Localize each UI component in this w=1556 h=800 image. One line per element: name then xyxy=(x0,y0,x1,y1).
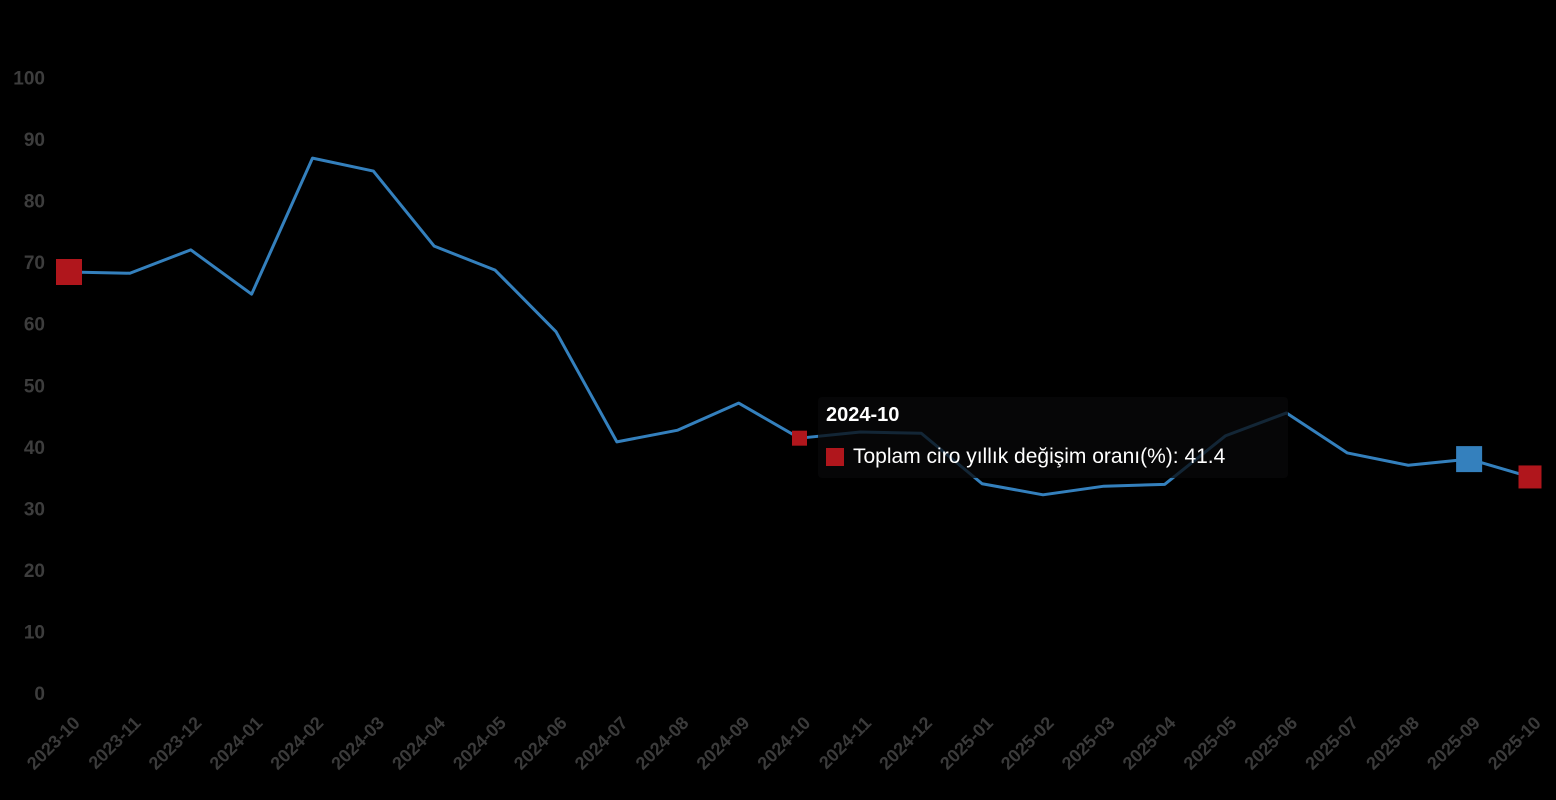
x-axis-label: 2025-04 xyxy=(1119,713,1180,774)
x-axis-label: 2024-02 xyxy=(266,713,327,774)
x-axis-label: 2025-07 xyxy=(1301,713,1362,774)
y-axis-label: 30 xyxy=(24,499,45,520)
x-axis-label: 2025-01 xyxy=(936,713,997,774)
y-axis-label: 60 xyxy=(24,315,45,336)
y-axis-label: 100 xyxy=(13,69,45,90)
tooltip-row: Toplam ciro yıllık değişim oranı(%): 41.… xyxy=(826,445,1225,469)
x-axis-label: 2024-09 xyxy=(693,713,754,774)
x-axis-label: 2025-09 xyxy=(1423,713,1484,774)
x-axis-label: 2024-04 xyxy=(388,713,449,774)
x-axis-label: 2024-10 xyxy=(753,713,814,774)
data-point-marker[interactable] xyxy=(792,430,807,446)
y-axis-label: 70 xyxy=(24,253,45,274)
x-axis-label: 2025-10 xyxy=(1484,713,1545,774)
y-axis-label: 80 xyxy=(24,192,45,213)
marker-group xyxy=(56,258,1542,489)
y-axis-label: 20 xyxy=(24,561,45,582)
series-swatch-icon xyxy=(826,448,844,466)
data-point-marker[interactable] xyxy=(1456,446,1483,473)
tooltip-title: 2024-10 xyxy=(826,404,900,426)
x-axis-label: 2025-02 xyxy=(997,713,1058,774)
x-axis-label: 2024-12 xyxy=(875,713,936,774)
x-axis-label: 2025-06 xyxy=(1240,713,1301,774)
x-axis-label: 2023-12 xyxy=(145,713,206,774)
x-axis-label: 2024-11 xyxy=(815,713,875,773)
tooltip-separator: : xyxy=(1172,445,1185,468)
data-point-marker[interactable] xyxy=(56,258,82,285)
y-axis-label: 50 xyxy=(24,376,45,397)
data-point-marker[interactable] xyxy=(1518,465,1542,489)
x-axis-label: 2023-10 xyxy=(23,713,84,774)
y-axis-label: 0 xyxy=(34,684,45,705)
x-axis-label: 2024-03 xyxy=(327,713,388,774)
x-axis-label: 2025-03 xyxy=(1058,713,1119,774)
x-axis-label: 2024-01 xyxy=(206,713,267,774)
y-axis-label: 90 xyxy=(24,130,45,151)
x-axis-label: 2024-07 xyxy=(571,713,632,774)
y-axis: 0 10 20 30 40 50 60 70 80 90 100 xyxy=(13,69,45,706)
tooltip-value: 41.4 xyxy=(1184,445,1226,468)
y-axis-label: 40 xyxy=(24,438,45,459)
tooltip: 2024-10 Toplam ciro yıllık değişim oranı… xyxy=(818,397,1288,478)
tooltip-series-text: Toplam ciro yıllık değişim oranı(%): 41.… xyxy=(853,445,1225,469)
x-axis-label: 2024-08 xyxy=(632,713,693,774)
x-axis-label: 2023-11 xyxy=(85,713,145,773)
y-axis-label: 10 xyxy=(24,622,45,643)
x-axis-label: 2025-08 xyxy=(1362,713,1423,774)
x-axis-label: 2024-06 xyxy=(510,713,571,774)
x-axis-label: 2025-05 xyxy=(1180,713,1241,774)
x-axis-label: 2024-05 xyxy=(449,713,510,774)
tooltip-series-label: Toplam ciro yıllık değişim oranı(%) xyxy=(853,445,1173,468)
x-axis: 2023-10 2023-11 2023-12 2024-01 2024-02 2024-… xyxy=(23,713,1545,774)
